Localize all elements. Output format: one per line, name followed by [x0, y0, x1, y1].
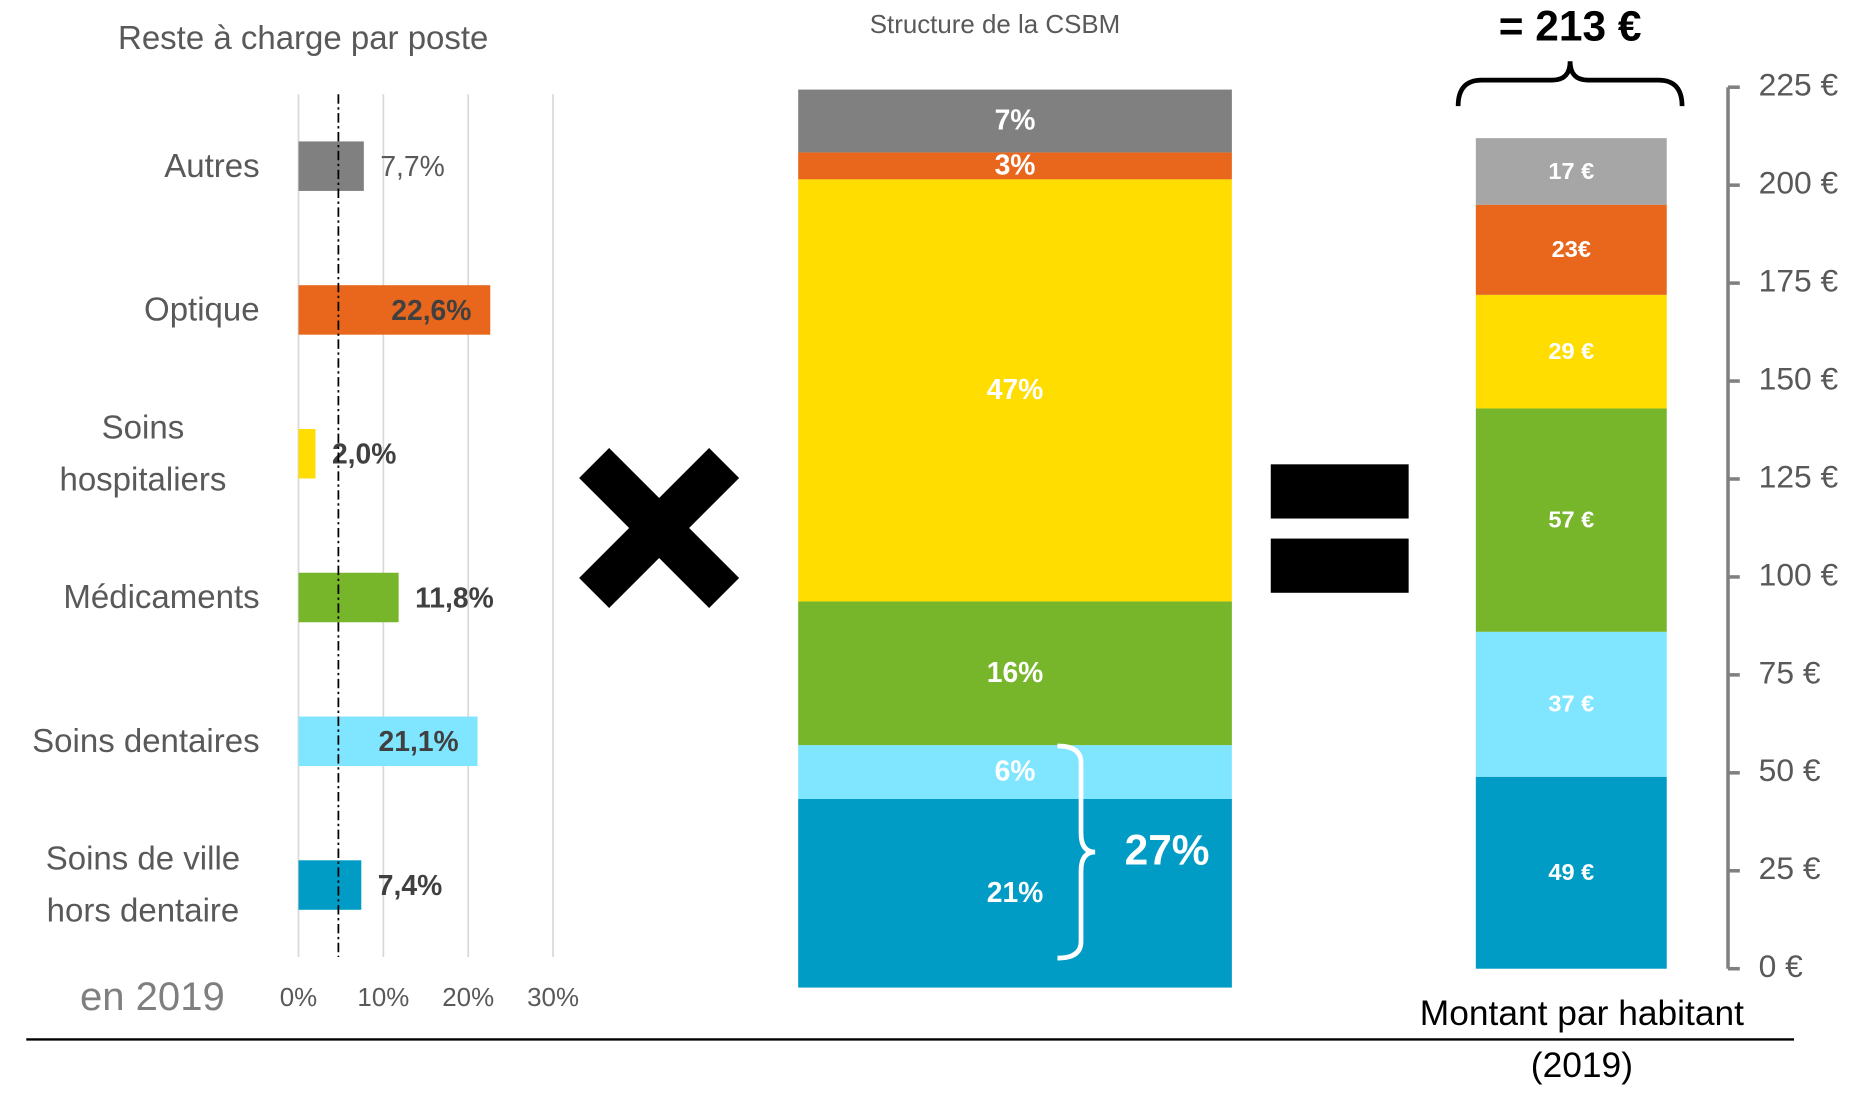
bar-segment: [1475, 776, 1667, 969]
y-tick-label: 150 €: [1759, 360, 1839, 396]
y-tick-label: 25 €: [1759, 850, 1821, 886]
category-label: Médicaments: [5, 527, 260, 668]
value-label: 57 €: [1548, 507, 1594, 533]
brace: [1455, 61, 1685, 107]
value-label: 23€: [1552, 236, 1591, 262]
y-tick-label: 125 €: [1759, 458, 1839, 494]
bar-segment: [1475, 204, 1667, 295]
y-tick-label: 175 €: [1759, 263, 1839, 299]
category-label: Soins dentaires: [5, 671, 260, 812]
y-tick-label: 100 €: [1759, 556, 1839, 592]
value-label: 3%: [995, 149, 1036, 181]
bar-segment: [1475, 631, 1667, 777]
value-label: 29 €: [1548, 338, 1594, 364]
bar-segment: [1475, 138, 1667, 205]
y-tick-label: 200 €: [1759, 165, 1839, 201]
y-tick-label: 225 €: [1759, 67, 1839, 103]
category-label-box: Soins dentaires: [5, 671, 260, 812]
value-label: 17 €: [1548, 158, 1594, 184]
equals-sign: [1270, 538, 1409, 593]
y-tick-label: 75 €: [1759, 654, 1821, 690]
category-text: Soins de ville hors dentaire: [45, 840, 241, 929]
y-tick-label: 0 €: [1759, 948, 1804, 984]
value-label: 7%: [995, 104, 1036, 136]
bar-segment: [798, 89, 1232, 153]
chart-title: Structure de la CSBM: [870, 11, 1121, 39]
equals-sign: [1270, 464, 1409, 519]
value-label: 22,6%: [391, 294, 471, 326]
category-label: Soins hospitaliers: [5, 383, 260, 524]
category-text: Soins hospitaliers: [59, 408, 227, 498]
value-label: 47%: [987, 373, 1044, 405]
bar: [298, 141, 364, 191]
x-tick-label: 10%: [357, 984, 409, 1012]
bar-segment: [1475, 294, 1667, 409]
x-axis-note: (2019): [1531, 1046, 1633, 1085]
brace: [1057, 743, 1096, 961]
bar: [298, 285, 491, 335]
x-tick-label: 30%: [527, 984, 579, 1012]
category-label-box: Soins hospitaliers: [5, 383, 260, 524]
bar-segment: [798, 798, 1232, 988]
multiply-sign: [579, 447, 740, 608]
bar: [298, 860, 362, 910]
value-label: 21,1%: [379, 725, 459, 757]
value-label: 2,0%: [332, 438, 396, 470]
category-text: Médicaments: [63, 578, 260, 616]
category-text: Soins dentaires: [32, 722, 260, 759]
chart-title: Reste à charge par poste: [118, 19, 488, 56]
x-tick-label: 0%: [280, 984, 317, 1012]
value-label: 21%: [987, 876, 1044, 908]
y-tick-label: 50 €: [1759, 752, 1821, 788]
year-note: en 2019: [80, 975, 225, 1019]
x-tick-label: 20%: [442, 984, 494, 1012]
category-label-box: Médicaments: [5, 527, 260, 668]
category-label: Optique: [5, 239, 260, 380]
bar-segment: [1475, 408, 1667, 632]
category-label: Autres: [5, 95, 260, 236]
bar-segment: [798, 601, 1232, 746]
bar-segment: [798, 152, 1232, 180]
x-axis-label: Montant par habitant: [1420, 994, 1744, 1033]
value-label: 49 €: [1548, 859, 1594, 885]
bar: [298, 716, 478, 767]
bar: [298, 572, 399, 623]
brace-label: 27%: [1125, 826, 1210, 873]
value-label: 16%: [987, 656, 1044, 688]
value-label: 6%: [995, 755, 1036, 787]
bar-segment: [798, 179, 1232, 602]
bar-segment: [798, 745, 1232, 799]
value-label: 7,7%: [380, 150, 444, 182]
value-label: 7,4%: [378, 869, 442, 901]
category-text: Autres: [164, 147, 260, 184]
bar: [298, 428, 316, 479]
value-label: 11,8%: [415, 581, 494, 613]
category-label-box: Autres: [5, 95, 260, 236]
category-text: Optique: [144, 291, 260, 328]
category-label-box: Optique: [5, 239, 260, 380]
total-label: = 213 €: [1499, 3, 1642, 50]
value-label: 37 €: [1548, 691, 1594, 717]
category-label-box: Soins de ville hors dentaire: [5, 814, 260, 955]
category-label: Soins de ville hors dentaire: [5, 814, 260, 955]
